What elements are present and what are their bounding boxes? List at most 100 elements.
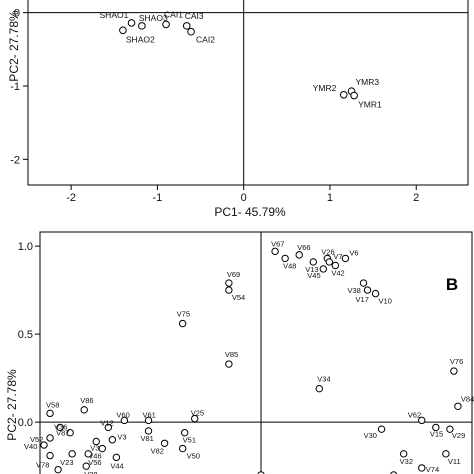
panel-b-data-point (371, 289, 380, 298)
panel-b-point-label: V67 (271, 239, 284, 248)
panel-b-point-label: V7 (333, 252, 342, 261)
panel-b-data-point (112, 453, 121, 462)
panel-b-point-label: V81 (141, 434, 154, 443)
panel-b-data-point (418, 464, 426, 472)
panel-b-point-label: V32 (400, 457, 413, 466)
panel-a-y-tick-label: -2 (10, 154, 20, 166)
panel-b-data-point (120, 416, 129, 425)
panel-b-point-label: V61 (143, 410, 156, 419)
panel-b-point-label: V29 (452, 431, 465, 440)
panel-b-data-point (341, 254, 350, 263)
panel-b-point-label: V12 (100, 418, 113, 427)
panel-b-data-point (54, 465, 62, 474)
panel-b-point-label: V78 (36, 461, 49, 470)
panel-b-point-label: V36 (54, 422, 67, 431)
panel-b-data-point (225, 360, 233, 368)
panel-b-data-point (390, 471, 398, 474)
panel-b-data-point (40, 441, 48, 449)
panel-b-point-label: V66 (297, 243, 310, 252)
panel-b-point-label: V34 (317, 375, 330, 384)
panel-b-point-label: V15 (430, 429, 443, 438)
panel-b-point-label: V10 (379, 297, 392, 306)
panel-b-letter: B (446, 275, 458, 294)
panel-b-data-point (359, 279, 368, 287)
panel-b-point-label: V50 (187, 452, 200, 461)
panel-b-plot-frame (39, 231, 473, 474)
panel-a-point-label: CAI2 (196, 35, 215, 45)
panel-b-y-tick-label: 0.0 (18, 417, 33, 429)
panel-b-data-point (281, 254, 289, 263)
panel-b-point-label: V6 (349, 248, 358, 257)
panel-a-data-point (127, 19, 136, 27)
panel-a-points: SHAO1 SHAO3 SHAO2 CAI1 CAI3 CAI2 YMR2 YMR3 YMR1 (100, 9, 382, 109)
panel-b-ticks: 1.0 0.5 0.0 (18, 241, 40, 429)
panel-a-score-plot: -2 -1 0 1 2 0 -1 -2 SHAO1 SHAO3 SHAO2 CAI1 CAI3 CAI2… (7, 0, 469, 219)
panel-b-point-label: V85 (225, 350, 238, 359)
panel-a-point-label: YMR2 (313, 83, 337, 93)
panel-b-point-label: V74 (426, 465, 439, 474)
panel-b-point-label: V46 (88, 452, 101, 461)
panel-b-data-point (66, 429, 74, 437)
panel-a-x-tick-label: -1 (153, 192, 163, 204)
panel-b-point-label: V86 (80, 396, 93, 405)
panel-b-zero-lines (40, 232, 472, 474)
panel-a-y-tick-label: 0 (14, 8, 20, 20)
panel-b-point-label: V56 (88, 458, 101, 467)
panel-b-point-label: V44 (110, 461, 123, 470)
panel-b-data-point (108, 436, 117, 444)
panel-b-data-point (363, 286, 372, 294)
panel-b-point-label: V84 (461, 394, 474, 403)
panel-b-data-point (225, 286, 233, 294)
panel-a-point-label: CAI3 (185, 11, 204, 21)
panel-b-data-point (46, 434, 54, 442)
panel-b-point-label: V26 (321, 247, 334, 256)
panel-b-point-label: V42 (331, 268, 344, 277)
panel-b-data-point (178, 444, 187, 453)
panel-b-data-point (257, 471, 265, 474)
panel-a-y-tick-label: -1 (10, 81, 20, 93)
panel-b-point-label: V69 (227, 270, 240, 279)
panel-b-point-label: V28 (84, 470, 97, 474)
panel-b-data-point (144, 427, 153, 435)
panel-b-point-label: V52 (30, 435, 43, 444)
panel-b-data-point (104, 423, 113, 432)
panel-a-point-label: SHAO3 (139, 13, 168, 23)
panel-a-zero-lines (28, 0, 468, 185)
panel-b-data-point (271, 247, 279, 256)
panel-b-point-label: V23 (60, 458, 73, 467)
panel-b-data-point (442, 450, 450, 458)
panel-b-point-label: V45 (307, 271, 320, 280)
panel-b-point-label: V62 (408, 410, 421, 419)
panel-b-data-point (68, 450, 76, 458)
panel-b-data-point (225, 279, 233, 287)
panel-b-point-label: V54 (232, 293, 245, 302)
panel-b-data-point (56, 423, 64, 432)
panel-a-data-point (187, 27, 195, 36)
panel-a-x-tick-label: 0 (241, 192, 247, 204)
panel-b-data-point (446, 425, 454, 433)
panel-b-data-point (377, 425, 386, 433)
panel-a-point-label: YMR3 (356, 77, 380, 87)
panel-b-point-label: V55 (372, 472, 385, 474)
panel-b-data-point (92, 437, 100, 446)
panel-b-point-label: V48 (283, 261, 296, 270)
panel-b-data-point (331, 261, 340, 270)
panel-b-y-tick-label: 0.5 (18, 329, 33, 341)
panel-a-plot-frame (27, 0, 469, 186)
panel-b-point-label: V13 (305, 265, 318, 274)
panel-b-data-point (46, 451, 54, 460)
panel-b-data-point (399, 450, 408, 458)
panel-b-point-label: V11 (448, 457, 461, 466)
panel-a-point-label: CAI1 (164, 9, 183, 19)
panel-b-y-axis-label: PC2- 27.78% (5, 369, 19, 441)
panel-b-data-point (80, 406, 88, 414)
panel-a-ticks: -2 -1 0 1 2 0 -1 -2 (10, 8, 419, 204)
panel-a-data-point (138, 22, 146, 30)
panel-a-point-label: SHAO2 (126, 34, 155, 44)
panel-b-data-point (82, 462, 90, 470)
panel-b-point-label: V51 (183, 436, 196, 445)
panel-b-point-label: V14 (253, 472, 266, 474)
panel-b-point-label: V60 (116, 410, 129, 419)
